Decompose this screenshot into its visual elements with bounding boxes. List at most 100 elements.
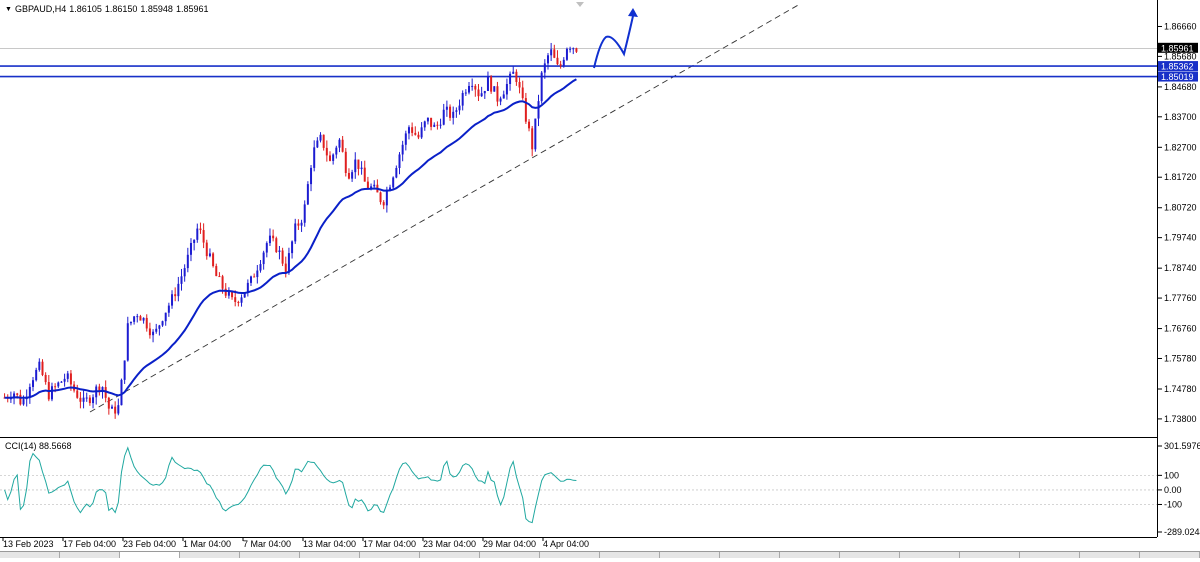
candle-body bbox=[562, 59, 565, 66]
chart-tab[interactable] bbox=[180, 552, 240, 558]
price-tick-label: 1.84680 bbox=[1164, 82, 1197, 92]
high-price: 1.86150 bbox=[104, 4, 138, 14]
cci-tick-label: 301.5976 bbox=[1164, 441, 1200, 451]
candle-body bbox=[316, 140, 319, 148]
candle-body bbox=[54, 386, 57, 388]
candle-body bbox=[347, 172, 350, 179]
ask-price-label: 1.85961 bbox=[1161, 43, 1194, 53]
candle-body bbox=[512, 71, 515, 74]
candle-body bbox=[294, 223, 297, 242]
trendline[interactable] bbox=[89, 3, 801, 413]
candle-body bbox=[524, 98, 527, 122]
level-price-tag bbox=[1158, 71, 1198, 82]
symbol-header: ▼ GBPAUD,H4 1.86105 1.86150 1.85948 1.85… bbox=[5, 4, 208, 14]
chart-tab[interactable] bbox=[720, 552, 780, 558]
candle-body bbox=[69, 373, 72, 385]
candle-body bbox=[426, 117, 429, 122]
candle-body bbox=[13, 393, 16, 399]
chart-tab[interactable] bbox=[300, 552, 360, 558]
shift-marker-icon[interactable] bbox=[576, 2, 584, 7]
chart-tab[interactable] bbox=[600, 552, 660, 558]
candle-body bbox=[41, 361, 44, 375]
candle-body bbox=[543, 63, 546, 73]
price-tick-label: 1.78740 bbox=[1164, 263, 1197, 273]
chart-tab[interactable] bbox=[240, 552, 300, 558]
candle-body bbox=[313, 147, 316, 168]
candle-body bbox=[351, 172, 354, 179]
candle-body bbox=[445, 106, 448, 110]
candle-body bbox=[129, 321, 132, 324]
chart-tab[interactable] bbox=[960, 552, 1020, 558]
candle-body bbox=[171, 294, 174, 306]
candle-body bbox=[515, 71, 518, 83]
candle-body bbox=[363, 167, 366, 182]
candle-body bbox=[32, 380, 35, 387]
candle-body bbox=[265, 243, 268, 253]
candle-body bbox=[227, 291, 230, 296]
moving-average-line[interactable] bbox=[4, 78, 577, 399]
chart-tab[interactable] bbox=[0, 552, 60, 558]
candle-body bbox=[407, 127, 410, 134]
chart-tab[interactable] bbox=[360, 552, 420, 558]
chart-tab-bar bbox=[0, 551, 1200, 558]
level-price-label: 1.85362 bbox=[1161, 62, 1194, 72]
projection-path[interactable] bbox=[593, 15, 634, 69]
candle-body bbox=[92, 397, 95, 404]
candle-body bbox=[458, 105, 461, 111]
candle-body bbox=[237, 301, 240, 303]
chart-tab[interactable] bbox=[1140, 552, 1200, 558]
chart-tab[interactable] bbox=[780, 552, 840, 558]
candle-body bbox=[509, 73, 512, 84]
candle-body bbox=[284, 263, 287, 273]
candle-body bbox=[468, 85, 471, 93]
candle-body bbox=[455, 110, 458, 112]
candle-body bbox=[287, 253, 290, 273]
candle-body bbox=[556, 57, 559, 65]
candle-body bbox=[110, 406, 113, 409]
candle-body bbox=[297, 223, 300, 226]
chart-tab[interactable] bbox=[60, 552, 120, 558]
candle-body bbox=[250, 276, 253, 283]
time-tick-label: 29 Mar 04:00 bbox=[483, 539, 536, 549]
chart-tab[interactable] bbox=[840, 552, 900, 558]
candle-body bbox=[180, 276, 183, 284]
candle-body bbox=[246, 282, 249, 293]
candle-body bbox=[60, 381, 63, 383]
candle-body bbox=[553, 49, 556, 58]
candle-body bbox=[565, 48, 568, 60]
candle-body bbox=[66, 373, 69, 379]
candle-body bbox=[50, 386, 53, 400]
chart-tab[interactable] bbox=[420, 552, 480, 558]
collapse-arrow-icon[interactable]: ▼ bbox=[5, 5, 12, 13]
chart-tab[interactable] bbox=[900, 552, 960, 558]
candle-body bbox=[38, 361, 41, 370]
candle-body bbox=[433, 124, 436, 127]
candle-body bbox=[208, 253, 211, 257]
candle-body bbox=[436, 124, 439, 126]
time-tick-label: 23 Feb 04:00 bbox=[123, 539, 176, 549]
chart-tab[interactable] bbox=[480, 552, 540, 558]
time-tick-label: 1 Mar 04:00 bbox=[183, 539, 231, 549]
candle-body bbox=[22, 399, 25, 405]
chart-tab[interactable] bbox=[660, 552, 720, 558]
chart-tab[interactable] bbox=[1020, 552, 1080, 558]
candle-body bbox=[161, 321, 164, 326]
ask-price-tag bbox=[1158, 42, 1198, 53]
candle-body bbox=[404, 133, 407, 145]
candle-body bbox=[164, 312, 167, 322]
price-tick-label: 1.76760 bbox=[1164, 324, 1197, 334]
candle-body bbox=[480, 93, 483, 97]
close-price: 1.85961 bbox=[175, 4, 209, 14]
chart-tab[interactable] bbox=[1080, 552, 1140, 558]
candle-body bbox=[205, 242, 208, 257]
cci-line[interactable] bbox=[4, 446, 577, 524]
chart-tab-active[interactable] bbox=[120, 552, 180, 558]
cci-tick-label: 0.00 bbox=[1164, 485, 1182, 495]
candle-body bbox=[303, 204, 306, 223]
candle-body bbox=[256, 270, 259, 278]
chart-tab[interactable] bbox=[540, 552, 600, 558]
level-price-label: 1.85019 bbox=[1161, 72, 1194, 82]
candle-body bbox=[328, 155, 331, 161]
